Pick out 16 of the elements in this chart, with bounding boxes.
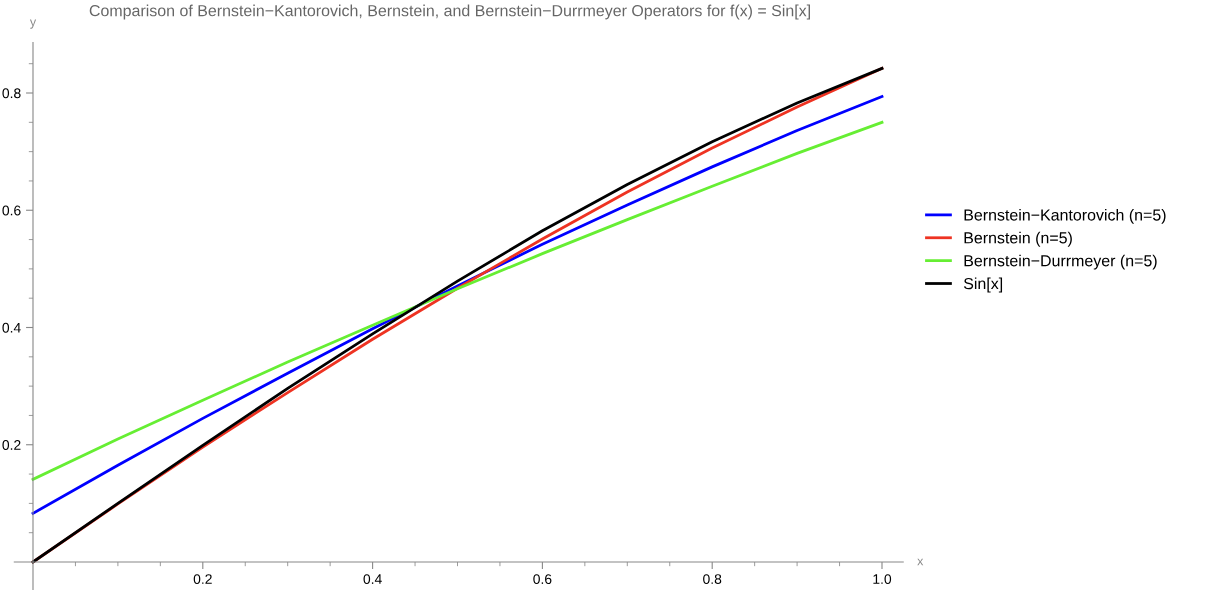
y-tick-label: 0.2: [2, 440, 21, 450]
legend-label: Bernstein (n=5): [964, 231, 1072, 247]
legend-label: Bernstein−Durrmeyer (n=5): [964, 254, 1157, 270]
x-tick-label: 0.6: [533, 574, 552, 585]
chart-title: Comparison of Bernstein−Kantorovich, Bernstein, and Bernstein−Durrmeyer Operators for f(x) = Sin[x]: [89, 4, 810, 20]
x-tick-label: 0.4: [363, 574, 382, 585]
y-tick-label: 0.4: [2, 322, 21, 333]
y-tick-label: 0.8: [2, 88, 21, 99]
legend-label: Sin[x]: [963, 277, 1003, 293]
x-tick-label: 0.2: [193, 574, 212, 585]
y-axis-title: y: [29, 19, 37, 29]
x-axis-title: x: [917, 558, 924, 566]
legend-label: Bernstein−Kantorovich (n=5): [964, 208, 1166, 224]
x-tick-label: 1.0: [873, 574, 892, 585]
x-tick-label: 0.8: [703, 574, 722, 585]
y-tick-label: 0.6: [2, 205, 21, 216]
